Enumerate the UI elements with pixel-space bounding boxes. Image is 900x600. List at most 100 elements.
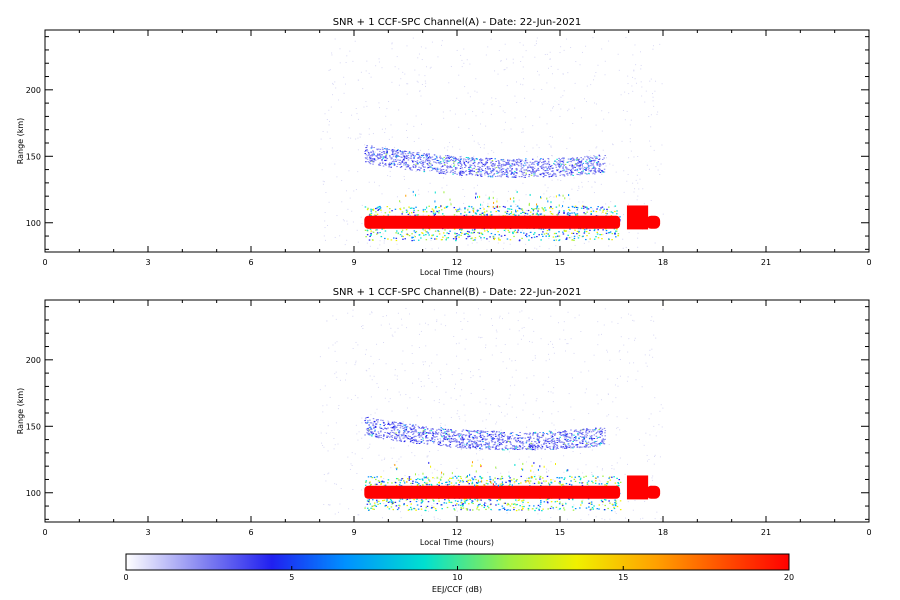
heatmap-cell xyxy=(534,172,536,174)
heatmap-cell xyxy=(533,375,535,377)
heatmap-cell xyxy=(486,446,488,448)
heatmap-cell xyxy=(469,63,471,65)
heatmap-cell xyxy=(445,436,448,438)
heatmap-cell xyxy=(440,422,442,424)
heatmap-cell xyxy=(585,436,588,438)
heatmap-cell xyxy=(350,463,352,465)
heatmap-cell xyxy=(411,428,414,430)
heatmap-cell xyxy=(399,208,402,211)
heatmap-cell xyxy=(371,155,373,157)
heatmap-cell xyxy=(514,506,516,508)
heatmap-cell xyxy=(422,160,424,162)
heatmap-cell xyxy=(570,406,572,408)
heatmap-cell xyxy=(547,441,549,443)
heatmap-cell xyxy=(529,341,531,343)
heatmap-cell xyxy=(376,383,378,385)
heatmap-cell xyxy=(425,322,427,324)
heatmap-cell xyxy=(452,169,454,171)
heatmap-cell xyxy=(499,432,502,434)
heatmap-cell xyxy=(481,439,484,441)
heatmap-cell xyxy=(385,155,387,157)
heatmap-cell xyxy=(448,232,450,235)
heatmap-cell xyxy=(420,46,422,48)
heatmap-cell xyxy=(417,162,419,164)
heatmap-cell xyxy=(594,155,596,157)
heatmap-cell xyxy=(454,232,456,234)
heatmap-cell xyxy=(569,137,571,139)
heatmap-cell xyxy=(560,180,562,182)
heatmap-cell xyxy=(565,169,568,171)
heatmap-cell xyxy=(495,423,497,425)
heatmap-cell xyxy=(474,435,476,437)
heatmap-cell xyxy=(473,207,475,210)
heatmap-cell xyxy=(459,161,461,163)
heatmap-cell xyxy=(335,318,337,320)
heatmap-cell xyxy=(570,447,572,449)
heatmap-cell xyxy=(365,236,367,238)
heatmap-cell xyxy=(412,382,414,384)
heatmap-cell xyxy=(459,156,462,158)
heatmap-cell xyxy=(390,166,392,168)
heatmap-cell xyxy=(585,433,587,435)
heatmap-cell xyxy=(659,456,661,458)
heatmap-cell xyxy=(489,448,492,450)
heatmap-cell xyxy=(545,443,547,445)
heatmap-cell xyxy=(499,106,501,108)
heatmap-cell xyxy=(375,211,377,213)
heatmap-cell xyxy=(570,170,573,172)
heatmap-cell xyxy=(506,170,508,172)
heatmap-cell xyxy=(420,158,423,160)
panel-a-marks xyxy=(320,37,664,251)
heatmap-cell xyxy=(524,97,526,99)
heatmap-cell xyxy=(558,448,561,450)
heatmap-cell xyxy=(478,144,480,146)
heatmap-cell xyxy=(429,432,431,434)
heatmap-cell xyxy=(573,165,575,167)
heatmap-cell xyxy=(367,416,369,418)
heatmap-cell xyxy=(644,101,646,103)
heatmap-cell xyxy=(544,481,546,483)
heatmap-cell xyxy=(546,163,548,165)
heatmap-cell xyxy=(537,433,539,435)
heatmap-cell xyxy=(346,373,348,375)
heatmap-cell xyxy=(464,167,466,169)
heatmap-cell xyxy=(520,212,522,215)
heatmap-cell xyxy=(410,153,412,155)
heatmap-cell xyxy=(370,210,372,212)
heatmap-cell xyxy=(522,437,524,439)
heatmap-cell xyxy=(625,37,627,39)
heatmap-cell xyxy=(408,151,411,153)
heatmap-cell xyxy=(334,342,336,344)
heatmap-cell xyxy=(482,170,484,172)
heatmap-cell xyxy=(342,219,344,221)
heatmap-cell xyxy=(495,98,497,100)
heatmap-cell xyxy=(440,205,442,208)
heatmap-cell xyxy=(539,213,542,215)
heatmap-cell xyxy=(523,433,526,435)
heatmap-cell xyxy=(552,346,554,348)
heatmap-cell xyxy=(577,174,579,176)
heatmap-cell xyxy=(503,229,506,231)
heatmap-cell xyxy=(334,373,336,375)
heatmap-cell xyxy=(595,147,597,149)
heatmap-cell xyxy=(435,429,438,431)
heatmap-cell xyxy=(511,360,513,362)
heatmap-cell xyxy=(486,172,489,174)
heatmap-cell xyxy=(593,429,595,431)
heatmap-cell xyxy=(422,154,425,156)
heatmap-cell xyxy=(566,172,569,174)
heatmap-cell xyxy=(520,439,522,441)
heatmap-cell xyxy=(508,213,511,215)
heatmap-cell xyxy=(566,433,569,435)
heatmap-cell xyxy=(498,167,500,169)
heatmap-cell xyxy=(564,230,566,233)
heatmap-cell xyxy=(493,444,496,446)
heatmap-cell xyxy=(491,176,494,178)
heatmap-cell xyxy=(473,187,475,189)
heatmap-cell xyxy=(551,155,553,157)
heatmap-cell xyxy=(527,446,530,448)
heatmap-cell xyxy=(583,158,586,160)
heatmap-cell xyxy=(500,176,502,178)
heatmap-cell xyxy=(644,500,646,502)
heatmap-cell xyxy=(603,208,605,210)
